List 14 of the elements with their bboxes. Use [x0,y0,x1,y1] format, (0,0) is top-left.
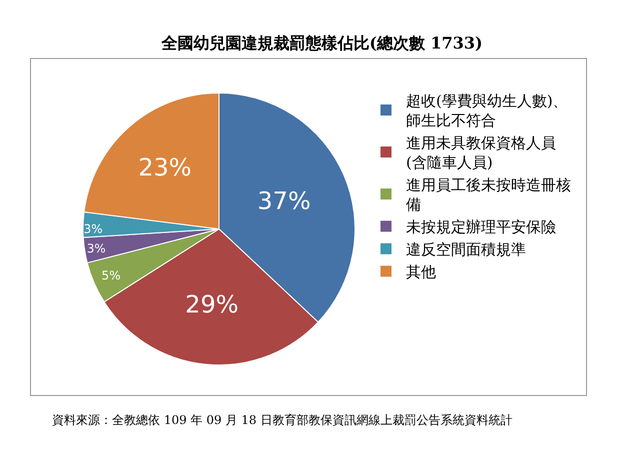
legend-label: 進用員工後未按時造冊核備 [406,176,571,214]
legend-label: 超收(學費與幼生人數)、師生比不符合 [406,92,568,130]
data-label: 3% [84,222,103,236]
data-label: 37% [257,186,311,215]
legend-label: 進用未具教保資格人員(含隨車人員) [406,134,556,172]
legend-label: 其他 [406,263,436,282]
data-label: 23% [138,154,192,182]
legend-label: 未按規定辦理平安保險 [406,218,556,236]
data-label: 29% [185,290,239,319]
source-note: 資料來源：全教總依 109 年 09 月 18 日教育部教保資訊網線上裁罰公告系統資料統計 [52,413,512,427]
legend-label: 違反空間面積規準 [406,240,526,259]
data-label: 3% [86,241,106,256]
data-label: 5% [102,268,121,283]
chart-title: 全國幼兒園違規裁罰態樣佔比(總次數 1733) [160,34,483,53]
